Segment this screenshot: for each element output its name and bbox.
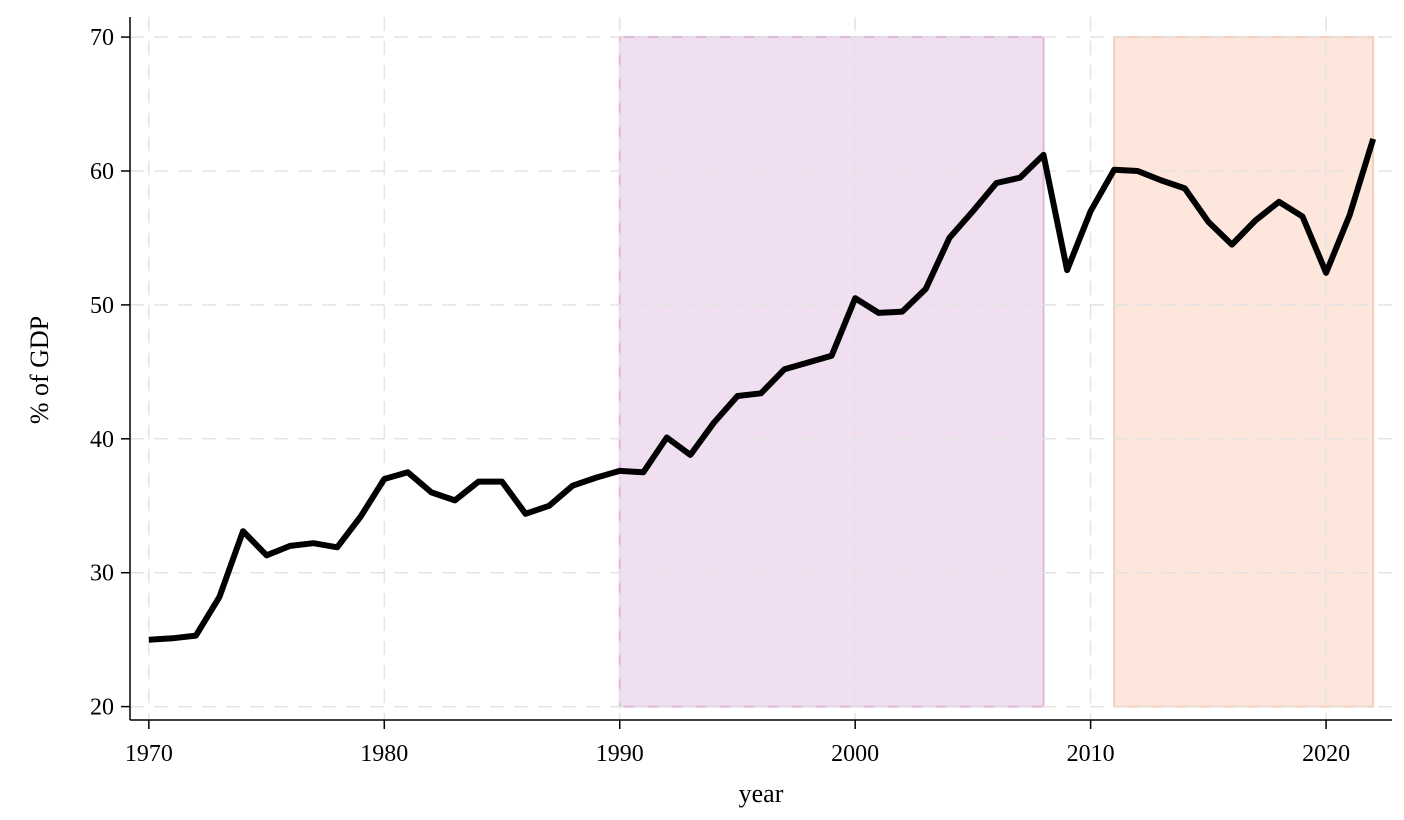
y-tick-label: 60 bbox=[90, 159, 114, 185]
grid-lines bbox=[130, 17, 1392, 720]
y-tick-label: 30 bbox=[90, 561, 114, 587]
y-tick-label: 40 bbox=[90, 427, 114, 453]
x-axis-ticks: 1970 1980 1990 2000 2010 2020 bbox=[125, 720, 1350, 767]
y-axis-ticks: 20 30 40 50 60 70 bbox=[90, 25, 130, 721]
y-tick-label: 70 bbox=[90, 25, 114, 51]
x-tick-label: 1980 bbox=[360, 741, 408, 767]
y-axis-title: % of GDP bbox=[25, 316, 54, 424]
axes bbox=[129, 17, 1392, 721]
shaded-region-2 bbox=[1113, 36, 1375, 708]
y-tick-label: 50 bbox=[90, 293, 114, 319]
x-tick-label: 2010 bbox=[1067, 741, 1115, 767]
shaded-region-1 bbox=[618, 36, 1045, 708]
x-tick-label: 2020 bbox=[1302, 741, 1350, 767]
x-tick-label: 1990 bbox=[596, 741, 644, 767]
y-tick-label: 20 bbox=[90, 695, 114, 721]
x-tick-label: 2000 bbox=[831, 741, 879, 767]
x-axis-title: year bbox=[739, 779, 784, 808]
series-line-1 bbox=[148, 138, 1377, 643]
shaded-regions bbox=[618, 36, 1375, 708]
x-tick-label: 1970 bbox=[125, 741, 173, 767]
series-lines bbox=[148, 138, 1377, 643]
